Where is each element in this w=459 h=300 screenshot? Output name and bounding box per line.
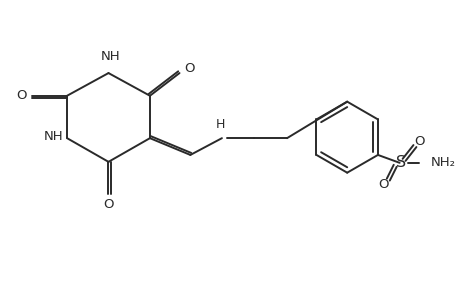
Text: H: H: [215, 118, 224, 131]
Text: O: O: [103, 198, 113, 211]
Text: O: O: [378, 178, 388, 191]
Text: NH: NH: [101, 50, 120, 63]
Text: O: O: [413, 135, 424, 148]
Text: S: S: [395, 155, 405, 170]
Text: O: O: [184, 61, 194, 75]
Text: NH: NH: [43, 130, 63, 143]
Text: O: O: [17, 89, 27, 102]
Text: NH₂: NH₂: [430, 156, 455, 169]
